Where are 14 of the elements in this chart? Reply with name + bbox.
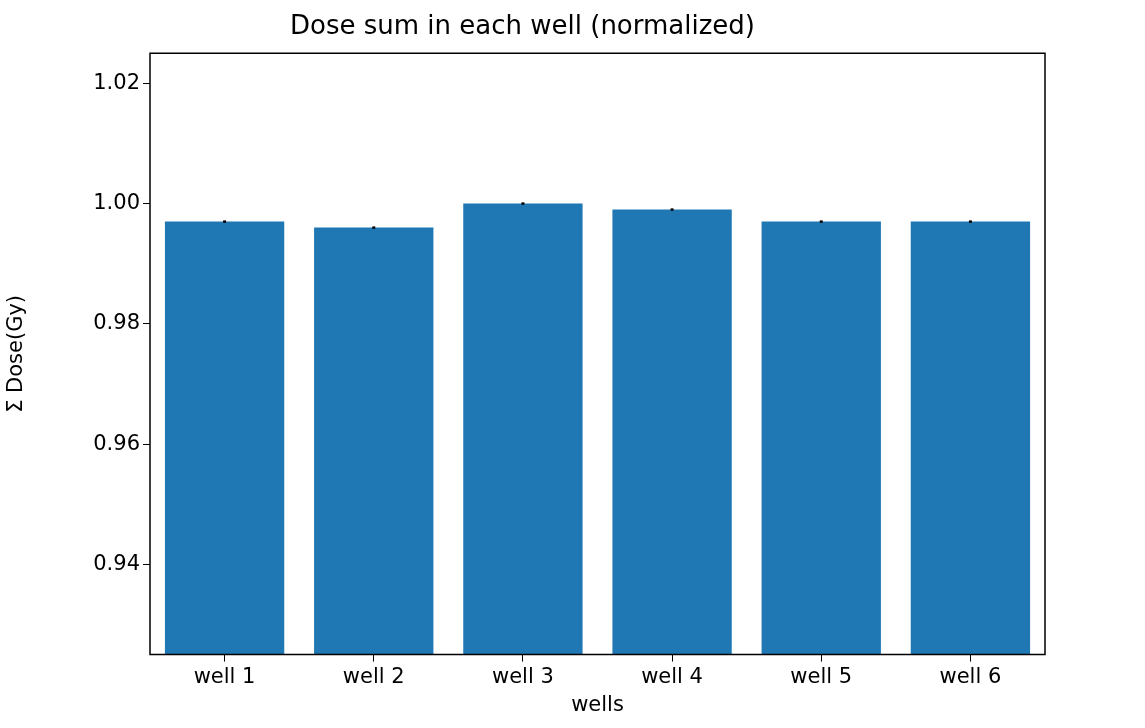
- x-tick-label: well 1: [193, 663, 256, 688]
- y-tick-label: 0.96: [93, 430, 140, 455]
- x-tick-label: well 3: [492, 663, 554, 688]
- x-tick-label: well 4: [641, 663, 703, 688]
- y-tick-label: 0.94: [93, 550, 140, 575]
- x-tick-label: well 6: [939, 663, 1002, 688]
- y-axis-title: Σ Dose(Gy): [3, 294, 28, 413]
- x-tick-label: well 2: [342, 663, 405, 688]
- y-tick-label: 0.98: [93, 310, 140, 335]
- y-tick-label: 1.00: [93, 190, 140, 214]
- chart-title: Dose sum in each well (normalized): [289, 10, 756, 41]
- y-tick-label: 1.02: [93, 69, 140, 94]
- x-axis-title: wells: [571, 691, 624, 716]
- x-tick-label: well 5: [790, 663, 853, 688]
